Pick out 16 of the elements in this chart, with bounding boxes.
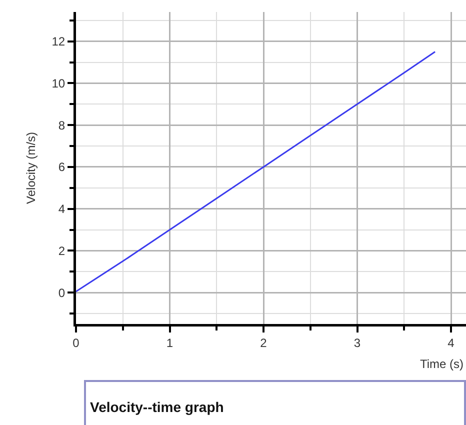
y-tick-label: 2 xyxy=(58,244,66,258)
y-tick-label: 8 xyxy=(58,118,66,132)
y-tick-label: 4 xyxy=(58,202,66,216)
y-tick-label: 12 xyxy=(52,34,66,49)
x-tick-label: 4 xyxy=(448,336,455,350)
x-tick-label: 2 xyxy=(260,336,268,350)
y-axis-title: Velocity (m/s) xyxy=(24,132,38,204)
text: Velocity--time graph xyxy=(90,399,224,415)
line-series xyxy=(76,51,436,292)
x-tick-label: 1 xyxy=(166,336,174,350)
x-tick-label: 3 xyxy=(354,336,361,350)
y-tick-label: 10 xyxy=(52,76,66,90)
y-tick-label: 0 xyxy=(58,286,66,300)
x-tick-label: 0 xyxy=(72,336,80,350)
x-axis-title: Time (s) xyxy=(420,357,464,371)
y-tick-label: 6 xyxy=(58,160,66,174)
